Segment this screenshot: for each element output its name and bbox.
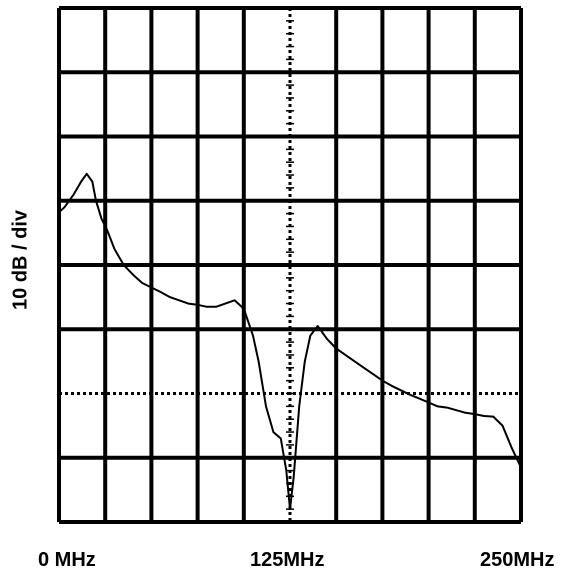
y-axis-label: 10 dB / div: [10, 210, 33, 310]
center-tick-marks: [286, 8, 294, 522]
x-tick-label-0: 0 MHz: [38, 549, 96, 572]
x-tick-label-2: 250MHz: [480, 549, 554, 572]
x-tick-label-1: 125MHz: [250, 549, 324, 572]
